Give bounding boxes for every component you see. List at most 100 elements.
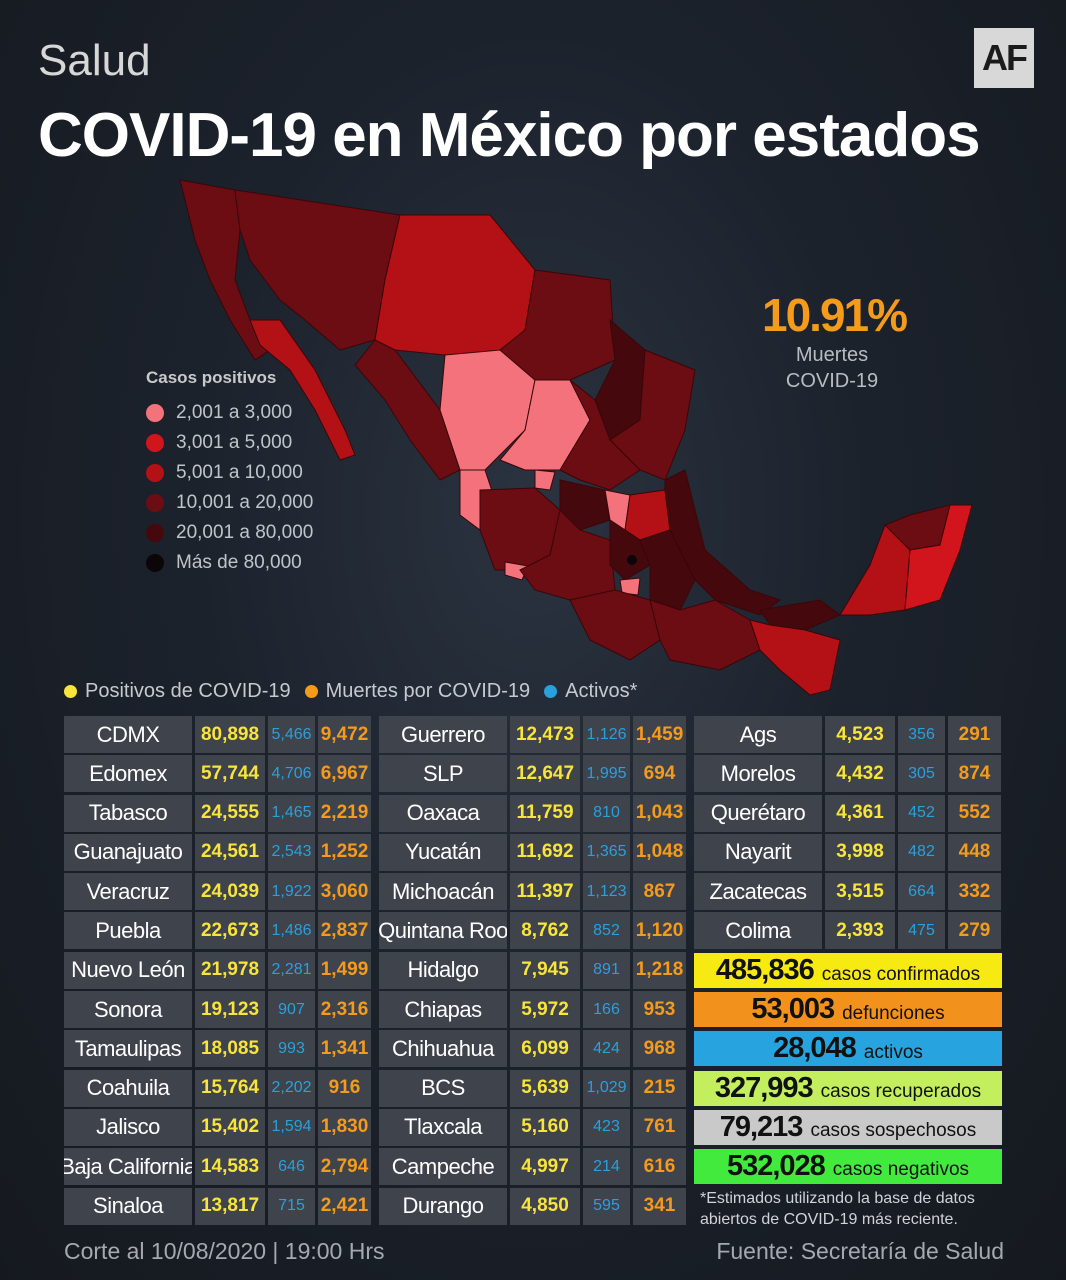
state-table-3: Ags 4,523 356 291 Morelos 4,432 305 874 Querétar… <box>694 716 1004 952</box>
cell-pos: 12,647 <box>510 755 580 793</box>
cell-pos: 5,972 <box>510 991 580 1029</box>
table-row: Guerrero 12,473 1,126 1,459 <box>379 716 689 753</box>
legend-item: 5,001 a 10,000 <box>146 458 313 488</box>
cell-pos: 18,085 <box>195 1030 265 1068</box>
cell-state: Baja California <box>64 1148 192 1186</box>
map-sinaloa <box>354 339 461 481</box>
key-label: Positivos de COVID-19 <box>85 680 291 702</box>
cell-dea: 2,316 <box>318 991 371 1029</box>
cell-dea: 953 <box>633 991 686 1029</box>
color-keys: Positivos de COVID-19 Muertes por COVID-1… <box>64 680 651 703</box>
cell-state: Quintana Roo <box>379 912 507 950</box>
cell-act: 4,706 <box>268 755 315 793</box>
cell-pos: 4,361 <box>825 794 895 832</box>
cell-state: Durango <box>379 1187 507 1225</box>
cell-pos: 3,998 <box>825 833 895 871</box>
cell-state: Veracruz <box>64 873 192 911</box>
cell-dea: 448 <box>948 833 1001 871</box>
cell-state: Campeche <box>379 1148 507 1186</box>
legend-label: 10,001 a 20,000 <box>176 492 314 513</box>
key-item: Muertes por COVID-19 <box>304 680 530 703</box>
table-row: Guanajuato 24,561 2,543 1,252 <box>64 833 374 871</box>
cell-dea: 694 <box>633 755 686 793</box>
cell-state: CDMX <box>64 716 192 753</box>
legend-item: 10,001 a 20,000 <box>146 488 313 518</box>
cell-state: Querétaro <box>694 794 822 832</box>
table-row: Durango 4,850 595 341 <box>379 1187 689 1225</box>
cell-dea: 2,794 <box>318 1148 371 1186</box>
cell-state: Hidalgo <box>379 951 507 989</box>
table-row: Ags 4,523 356 291 <box>694 716 1004 753</box>
cell-pos: 2,393 <box>825 912 895 950</box>
legend-item: 3,001 a 5,000 <box>146 428 313 458</box>
cell-act: 305 <box>898 755 945 793</box>
map-legend: Casos positivos 2,001 a 3,000 3,001 a 5,0… <box>146 368 313 578</box>
cell-act: 1,995 <box>583 755 630 793</box>
cell-dea: 874 <box>948 755 1001 793</box>
death-rate-value: 10.91% <box>762 289 908 341</box>
table-row: Jalisco 15,402 1,594 1,830 <box>64 1108 374 1146</box>
cell-dea: 215 <box>633 1069 686 1107</box>
cell-state: Sonora <box>64 991 192 1029</box>
key-dot <box>304 685 318 698</box>
table-row: Puebla 22,673 1,486 2,837 <box>64 912 374 950</box>
cell-pos: 5,639 <box>510 1069 580 1107</box>
cell-state: Tabasco <box>64 794 192 832</box>
mexico-map <box>140 170 980 710</box>
summary-number: 485,836 <box>715 954 815 986</box>
map-tamaulipas <box>609 349 696 481</box>
summary-box: 79,213 casos sospechosos <box>694 1109 1002 1145</box>
cell-act: 482 <box>898 833 945 871</box>
cell-state: Colima <box>694 912 822 950</box>
death-rate: 10.91% Muertes COVID-19 <box>762 288 908 394</box>
cell-act: 424 <box>583 1030 630 1068</box>
cell-dea: 1,218 <box>633 951 686 989</box>
cell-state: Guerrero <box>379 716 507 753</box>
cell-pos: 13,817 <box>195 1187 265 1225</box>
cell-dea: 332 <box>948 873 1001 911</box>
cell-pos: 4,523 <box>825 716 895 753</box>
cell-dea: 291 <box>948 716 1001 753</box>
state-table-1: CDMX 80,898 5,466 9,472 Edomex 57,744 4,706 6,9… <box>64 716 374 1227</box>
summary-boxes: 485,836 casos confirmados 53,003 defuncione… <box>694 953 1002 1188</box>
cell-act: 664 <box>898 873 945 911</box>
cell-act: 1,465 <box>268 794 315 832</box>
legend-item: 2,001 a 3,000 <box>146 398 313 428</box>
cell-dea: 616 <box>633 1148 686 1186</box>
cell-act: 5,466 <box>268 716 315 753</box>
cell-state: Edomex <box>64 755 192 793</box>
cell-act: 810 <box>583 794 630 832</box>
cell-pos: 4,850 <box>510 1187 580 1225</box>
cell-state: Jalisco <box>64 1108 192 1146</box>
summary-label: casos recuperados <box>820 1081 982 1103</box>
table-row: Sinaloa 13,817 715 2,421 <box>64 1187 374 1225</box>
cell-state: Nuevo León <box>64 951 192 989</box>
cell-state: Tlaxcala <box>379 1108 507 1146</box>
legend-dot <box>146 524 164 542</box>
cell-act: 166 <box>583 991 630 1029</box>
cell-dea: 552 <box>948 794 1001 832</box>
cell-act: 1,594 <box>268 1108 315 1146</box>
map-chihuahua <box>374 214 536 356</box>
cell-pos: 80,898 <box>195 716 265 753</box>
table-row: Baja California 14,583 646 2,794 <box>64 1148 374 1186</box>
cell-act: 891 <box>583 951 630 989</box>
cell-act: 907 <box>268 991 315 1029</box>
cell-act: 214 <box>583 1148 630 1186</box>
cell-pos: 12,473 <box>510 716 580 753</box>
summary-box: 485,836 casos confirmados <box>694 953 1002 988</box>
summary-number: 79,213 <box>719 1110 804 1143</box>
cell-dea: 3,060 <box>318 873 371 911</box>
cell-dea: 1,048 <box>633 833 686 871</box>
map-guanajuato <box>559 479 611 531</box>
legend-label: 5,001 a 10,000 <box>176 462 303 483</box>
footnote-line2: abiertos de COVID-19 más reciente. <box>700 1211 958 1228</box>
cell-dea: 341 <box>633 1187 686 1225</box>
cell-act: 1,365 <box>583 833 630 871</box>
footnote-line1: *Estimados utilizando la base de datos <box>700 1190 975 1207</box>
legend-dot <box>146 494 164 512</box>
cell-pos: 22,673 <box>195 912 265 950</box>
cell-pos: 19,123 <box>195 991 265 1029</box>
cell-state: Guanajuato <box>64 833 192 871</box>
summary-number: 53,003 <box>751 993 835 1026</box>
